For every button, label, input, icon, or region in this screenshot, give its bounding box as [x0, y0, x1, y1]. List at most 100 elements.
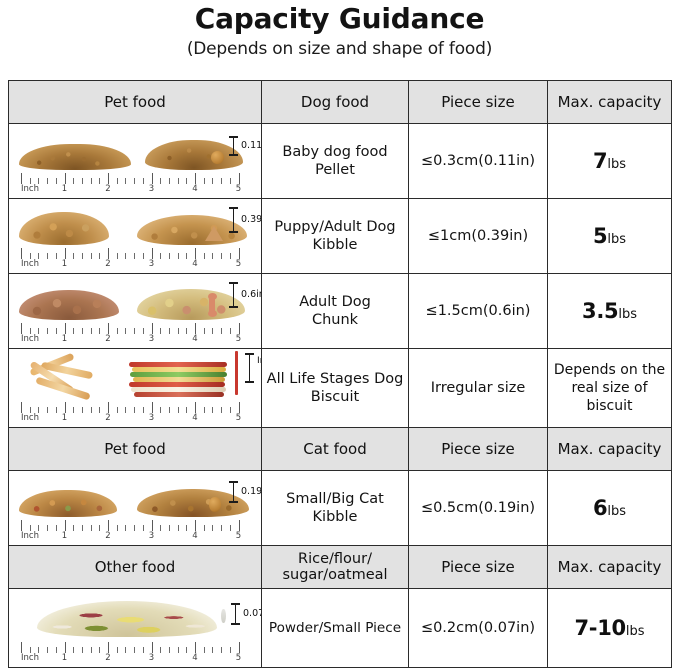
header-rice-line1: Rice/flour/ — [298, 550, 372, 567]
page-title: Capacity Guidance — [194, 2, 485, 35]
piece-size-cell: ≤0.5cm(0.19in) — [408, 470, 548, 546]
header-cell-cat-food: Cat food — [261, 427, 409, 471]
table-header-dog: Pet food Dog food Piece size Max. capaci… — [8, 80, 672, 124]
capacity-unit: lbs — [618, 307, 637, 322]
ruler-mark-2: 2 — [105, 413, 111, 423]
food-name-line2: Chunk — [311, 312, 359, 328]
capacity-unit: lbs — [607, 232, 626, 247]
ruler-unit-label: Inch — [21, 531, 39, 541]
table-row: 0.6in — [8, 273, 672, 349]
ruler-labels: Inch 1 2 3 4 5 — [21, 653, 242, 664]
ruler-labels: Inch 1 2 3 4 5 — [21, 531, 241, 542]
ruler-unit-label: Inch — [21, 184, 39, 194]
illustration-cell-cat-kibble: 0.19 in — [8, 470, 262, 546]
illustration-cell-grains: 0.07in — [8, 588, 262, 668]
header-cell-max-capacity: Max. capacity — [547, 545, 672, 589]
food-pile-group — [9, 473, 261, 517]
table-row: 0.07in — [8, 588, 672, 668]
food-pile-strips — [129, 357, 229, 397]
food-pile-grains — [37, 601, 217, 637]
ruler-ticks — [21, 323, 240, 334]
ruler-mark-2: 2 — [105, 184, 111, 194]
table-header-other: Other food Rice/flour/ sugar/oatmeal Pie… — [8, 545, 672, 589]
ruler-mark-3: 3 — [148, 531, 155, 541]
ruler-mark-1: 1 — [61, 653, 68, 663]
food-pile-left — [19, 212, 109, 245]
ruler-ticks — [21, 520, 240, 531]
capacity-unit: lbs — [607, 504, 626, 519]
food-pile-sticks — [25, 352, 103, 401]
illustration-cat-kibble: 0.19 in — [9, 471, 261, 545]
header-cell-max-capacity: Max. capacity — [547, 80, 672, 124]
ruler-scale: Inch 1 2 3 4 5 — [21, 323, 242, 345]
food-name-line1: Small/Big Cat — [286, 490, 384, 507]
measure-ibeam-icon — [229, 207, 238, 233]
capacity-table: Pet food Dog food Piece size Max. capaci… — [8, 80, 672, 668]
table-row: 0.19 in — [8, 470, 672, 546]
ruler-unit-label: Inch — [21, 259, 39, 269]
ruler-mark-1: 1 — [61, 259, 68, 269]
ruler-unit-label: Inch — [21, 334, 39, 344]
food-pile-group — [9, 201, 261, 245]
ruler-labels: Inch 1 2 3 4 5 — [21, 259, 242, 270]
max-capacity-cell: Depends on the real size of biscuit — [547, 348, 672, 428]
irregular-size-bar — [235, 351, 238, 395]
header-cell-other-food: Other food — [8, 545, 262, 589]
food-name-cell: Small/Big Cat Kibble — [261, 470, 409, 546]
illustration-baby-pellet: 0.11 in — [9, 124, 261, 198]
food-pile-group — [9, 126, 261, 170]
illustration-grains: 0.07in — [9, 589, 261, 667]
food-name-line1: Powder/Small Piece — [268, 619, 402, 636]
max-capacity-cell: 6lbs — [547, 470, 672, 546]
food-pile-left — [19, 490, 117, 517]
header-cell-pet-food: Pet food — [8, 80, 262, 124]
ruler-mark-4: 4 — [192, 184, 198, 194]
header-cell-rice-flour: Rice/flour/ sugar/oatmeal — [261, 545, 409, 589]
capacity-text-line2: real size of biscuit — [571, 379, 648, 415]
capacity-value: 6 — [593, 496, 608, 520]
ruler-mark-5: 5 — [235, 334, 242, 344]
ruler-labels: Inch 1 2 3 4 5 — [21, 184, 242, 195]
capacity-value: 3.5 — [582, 299, 619, 323]
max-capacity-cell: 3.5lbs — [547, 273, 672, 349]
food-name-line2: Kibble — [312, 509, 358, 525]
ruler-mark-5: 5 — [235, 184, 242, 194]
food-pile-middle — [137, 489, 249, 517]
food-pile-middle — [145, 140, 243, 170]
measure-label: 0.6in — [241, 289, 261, 300]
illustration-cell-puppy-kibble: 0.39 in — [8, 198, 262, 274]
food-name-cell: Baby dog food Pellet — [261, 123, 409, 199]
ruler-mark-1: 1 — [61, 531, 68, 541]
ruler-scale: Inch 1 2 3 4 5 — [21, 402, 241, 424]
capacity-text-line1: Depends on the — [553, 361, 666, 378]
ruler-mark-5: 5 — [235, 653, 242, 663]
header-cell-max-capacity: Max. capacity — [547, 427, 672, 471]
food-name-line2: Kibble — [312, 237, 358, 253]
ruler-mark-1: 1 — [61, 184, 68, 194]
max-capacity-cell: 7-10lbs — [547, 588, 672, 668]
piece-size-cell: ≤0.3cm(0.11in) — [408, 123, 548, 199]
measure-ibeam-icon — [229, 282, 238, 308]
ruler-mark-3: 3 — [148, 413, 155, 423]
ruler-mark-3: 3 — [148, 259, 155, 269]
ruler-ticks — [21, 248, 240, 259]
capacity-unit: lbs — [625, 624, 645, 639]
measure-ibeam-icon — [229, 136, 238, 156]
food-name-line1: Puppy/Adult Dog — [274, 218, 396, 235]
food-pile-group — [9, 591, 261, 637]
piece-size-cell: Irregular size — [408, 348, 548, 428]
ruler-mark-3: 3 — [148, 184, 155, 194]
ruler-ticks — [21, 642, 240, 653]
measure-label-line2: size — [257, 366, 261, 376]
measure-ibeam-icon — [231, 603, 240, 625]
ruler-labels: Inch 1 2 3 4 5 — [21, 334, 242, 345]
header-cell-piece-size: Piece size — [408, 80, 548, 124]
table-row: Irregular size — [8, 348, 672, 428]
page-subtitle: (Depends on size and shape of food) — [186, 39, 493, 60]
ruler-labels: Inch 1 2 3 4 5 — [21, 413, 241, 424]
measure-label: 0.19in — [241, 486, 261, 497]
ruler-mark-5: 5 — [235, 259, 242, 269]
ruler-ticks — [21, 173, 240, 184]
sample-piece-pellet — [211, 151, 224, 164]
